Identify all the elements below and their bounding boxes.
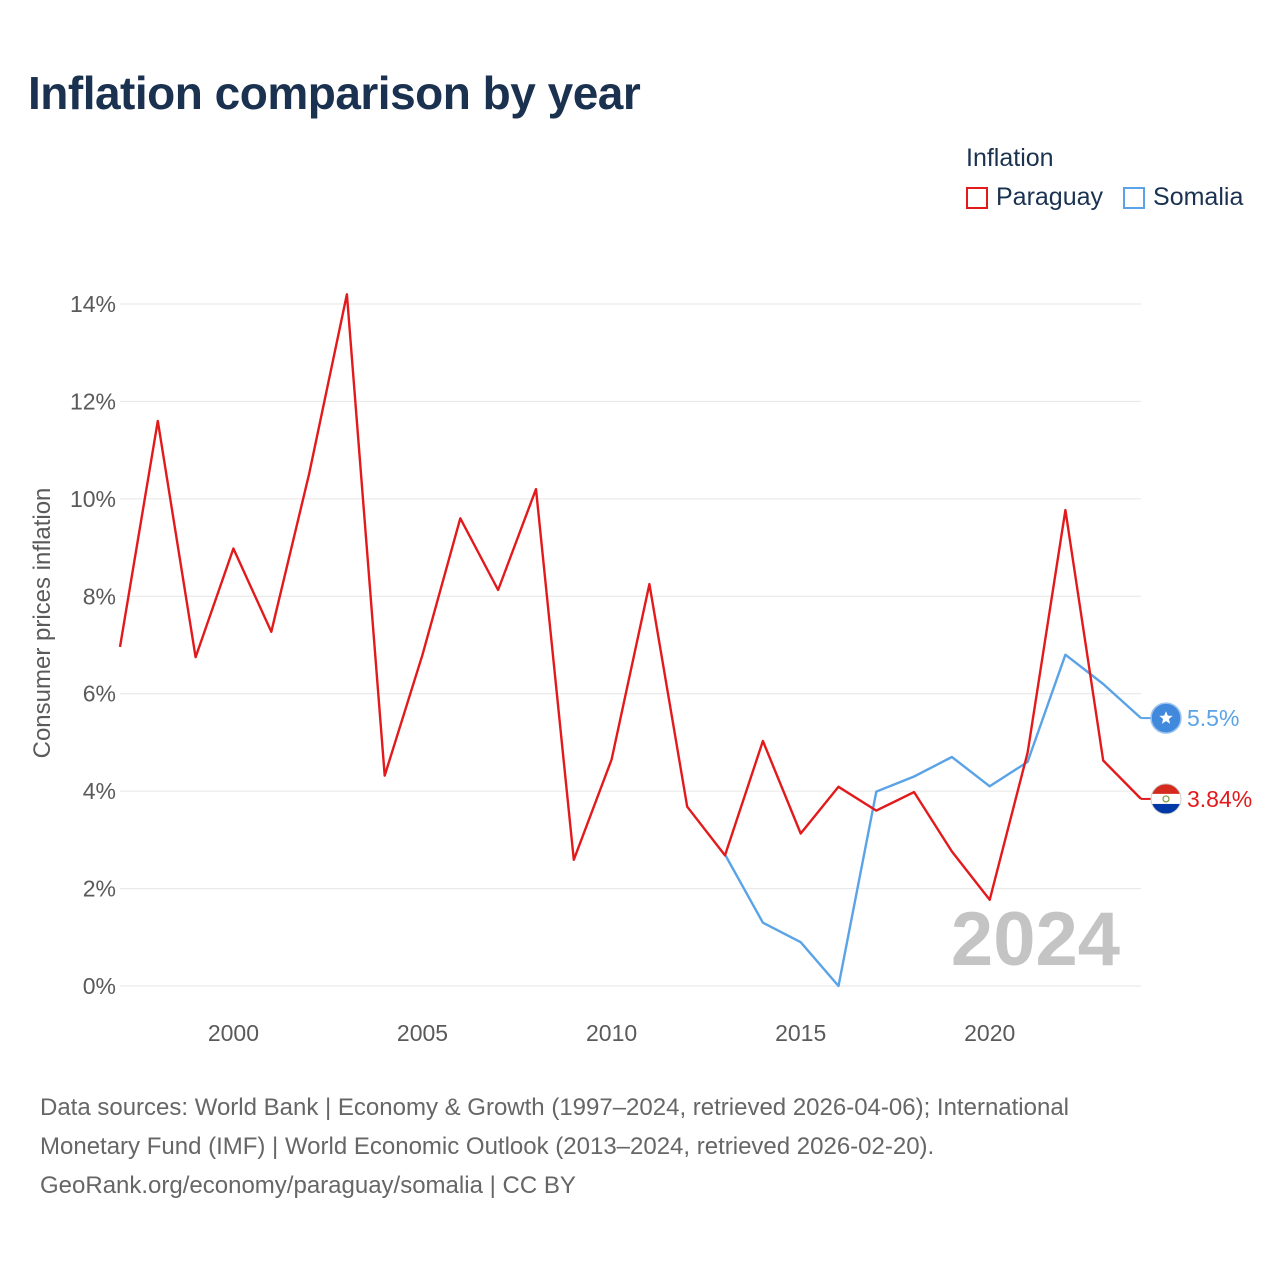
y-tick-label: 14% [70,291,116,317]
paraguay-flag-emblem-icon [1162,795,1170,803]
x-tick-label: 2000 [208,1020,259,1046]
paraguay-flag-blue-band [1151,803,1181,814]
year-watermark: 2024 [951,897,1120,982]
somalia-flag-star-icon [1159,711,1173,724]
legend-title: Inflation [966,144,1054,172]
footer-attribution: GeoRank.org/economy/paraguay/somalia | C… [40,1172,576,1199]
legend-label-paraguay: Paraguay [996,183,1104,211]
series-line-somalia[interactable] [723,653,1142,988]
y-tick-label: 0% [83,973,116,999]
chart-title: Inflation comparison by year [28,67,641,119]
paraguay-flag-white-band [1151,793,1181,804]
legend-swatch-somalia [1123,186,1146,209]
footer-sources-line1: Data sources: World Bank | Economy & Gro… [40,1094,1070,1121]
paraguay-flag-icon [1150,783,1182,815]
footer: Data sources: World Bank | Economy & Gro… [40,1088,1240,1205]
legend-label-somalia: Somalia [1153,183,1244,211]
x-tick-label: 2010 [586,1020,637,1046]
y-tick-label: 12% [70,388,116,414]
x-tick-label: 2020 [964,1020,1015,1046]
y-axis-label: Consumer prices inflation [29,488,56,759]
y-tick-label: 4% [83,778,116,804]
y-tick-label: 10% [70,486,116,512]
series-line-paraguay[interactable] [118,293,1142,901]
paraguay-flag-red-band [1151,783,1181,794]
legend-item-somalia[interactable]: Somalia [1123,183,1243,212]
end-label-somalia: 5.5% [1187,705,1239,731]
legend: Inflation Paraguay Somalia [966,144,1243,212]
footer-sources-line2: Monetary Fund (IMF) | World Economic Out… [40,1133,935,1160]
y-tick-label: 8% [83,583,116,609]
legend-swatch-paraguay [966,186,988,209]
x-tick-label: 2015 [775,1020,826,1046]
y-tick-label: 2% [83,876,116,902]
x-tick-label: 2005 [397,1020,448,1046]
legend-item-paraguay[interactable]: Paraguay [966,183,1103,212]
y-tick-label: 6% [83,681,116,707]
line-chart: 0% 2% 4% 6% 8% 10% 12% 14% 2000 2005 2010 2015 2020 C… [29,291,1252,1046]
end-label-paraguay: 3.84% [1187,786,1252,812]
